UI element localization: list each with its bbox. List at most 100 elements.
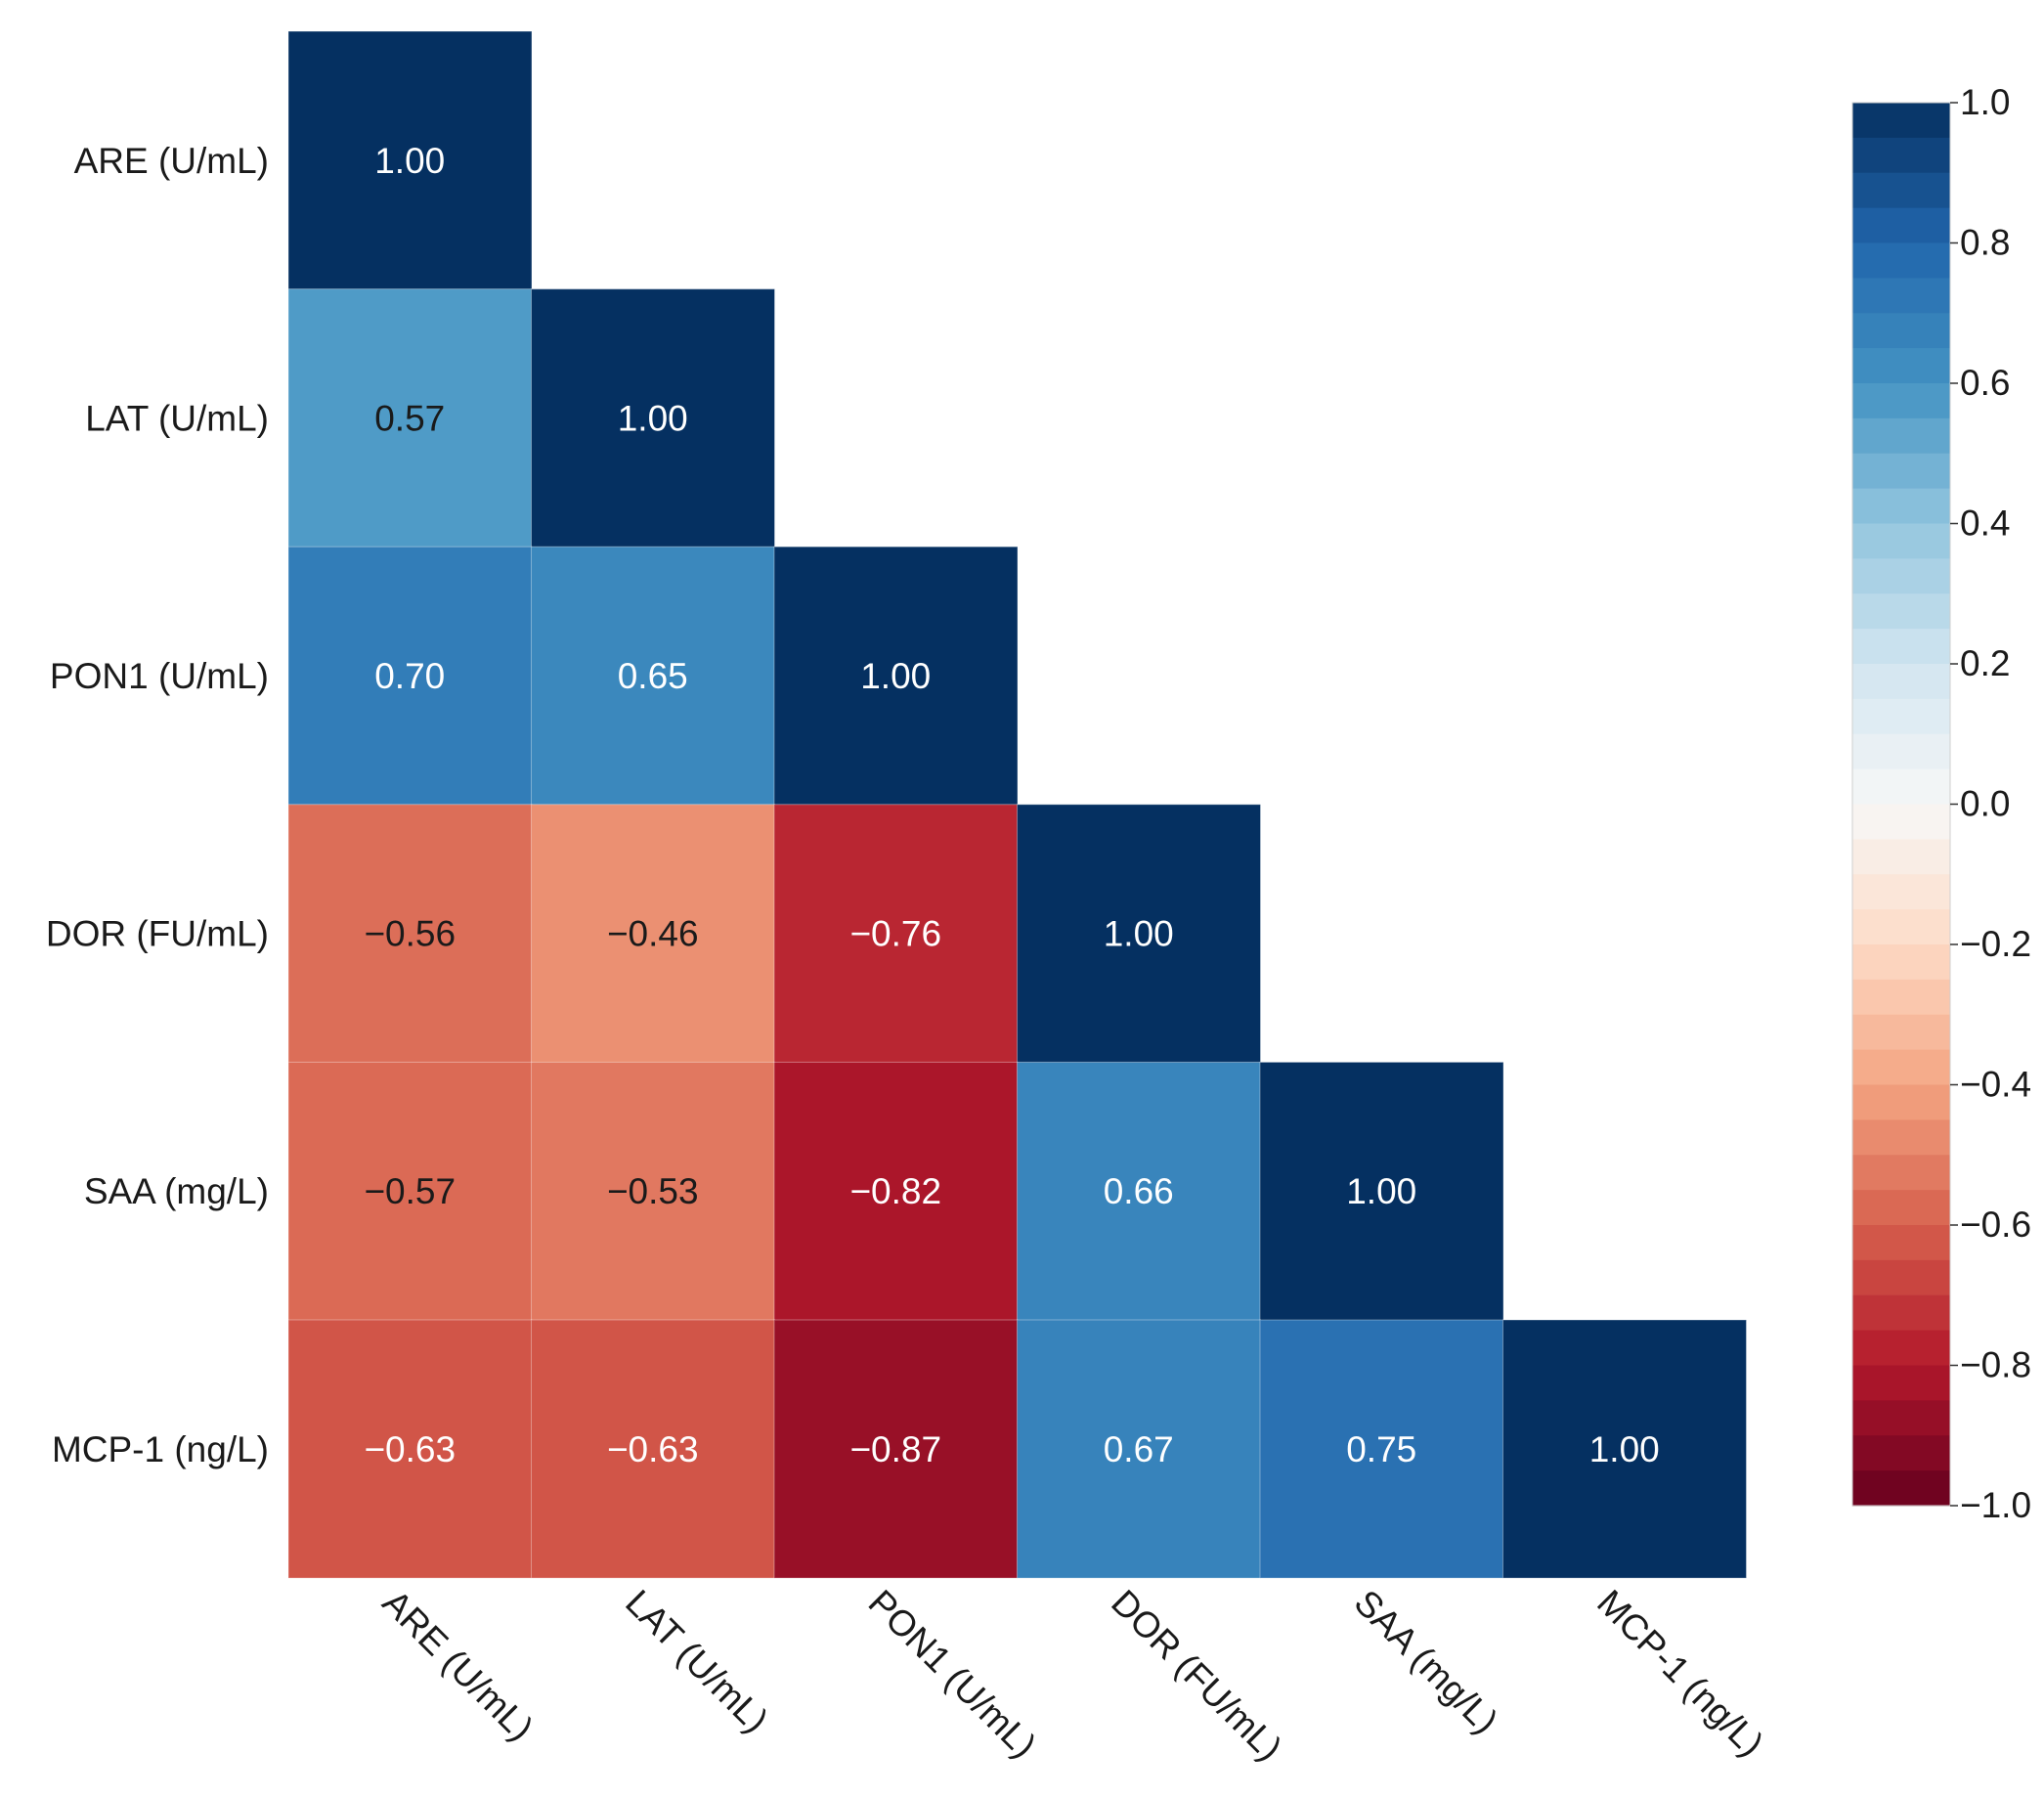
colorbar-band xyxy=(1852,172,1950,209)
colorbar-band xyxy=(1852,909,1950,945)
colorbar-band xyxy=(1852,733,1950,770)
cell-value-label: 0.66 xyxy=(1104,1171,1174,1211)
colorbar-band xyxy=(1852,1400,1950,1436)
cell-value-label: 0.70 xyxy=(374,656,445,696)
heatmap-cell xyxy=(773,1319,1019,1579)
colorbar-band xyxy=(1852,944,1950,981)
cell-value-label: 0.65 xyxy=(618,656,688,696)
colorbar-band xyxy=(1852,629,1950,665)
colorbar-tick-label: 0.0 xyxy=(1960,784,2010,824)
y-tick-label: SAA (mg/L) xyxy=(84,1171,269,1211)
colorbar-band xyxy=(1852,103,1950,139)
cell-value-label: −0.76 xyxy=(849,914,941,954)
heatmap-cell xyxy=(531,546,775,806)
x-tick-label: SAA (mg/L) xyxy=(1347,1582,1506,1741)
heatmap-cell xyxy=(1259,1319,1504,1579)
y-tick-label: DOR (FU/mL) xyxy=(46,914,269,954)
colorbar-band xyxy=(1852,278,1950,314)
heatmap-cell xyxy=(287,288,533,548)
heatmap-cell xyxy=(287,804,533,1064)
cell-value-label: −0.63 xyxy=(607,1429,699,1469)
colorbar-band xyxy=(1852,1470,1950,1507)
heatmap-cell xyxy=(287,30,533,290)
colorbar-band xyxy=(1852,1330,1950,1367)
colorbar-tick-label: −1.0 xyxy=(1960,1485,2031,1525)
y-axis-labels: ARE (U/mL) LAT (U/mL) PON1 (U/mL) DOR (FU/m… xyxy=(46,141,269,1469)
colorbar-band xyxy=(1852,1435,1950,1471)
cell-value-label: 0.57 xyxy=(374,398,445,438)
y-tick-label: ARE (U/mL) xyxy=(74,141,269,181)
colorbar-tick-label: −0.8 xyxy=(1960,1345,2031,1385)
colorbar-tick-label: −0.2 xyxy=(1960,924,2031,964)
heatmap-cell xyxy=(773,546,1019,806)
cell-value-label: −0.87 xyxy=(849,1429,941,1469)
heatmap-cell xyxy=(531,1319,775,1579)
colorbar-band xyxy=(1852,137,1950,174)
colorbar-band xyxy=(1852,348,1950,384)
x-tick-label: DOR (FU/mL) xyxy=(1104,1582,1289,1768)
colorbar-band xyxy=(1852,1155,1950,1191)
colorbar-band xyxy=(1852,1190,1950,1226)
heatmap-cell xyxy=(531,288,775,548)
cell-value-label: 0.67 xyxy=(1104,1429,1174,1469)
colorbar-band xyxy=(1852,453,1950,490)
heatmap-cell xyxy=(1017,1319,1261,1579)
colorbar-band xyxy=(1852,768,1950,806)
colorbar: 1.0 0.8 0.6 0.4 0.2 0.0 −0.2 −0.4 −0.6 −0.8 −1.0 xyxy=(1851,82,2031,1525)
heatmap-cell xyxy=(531,1061,775,1322)
heatmap-cells: 1.00 0.57 1.00 0.70 0.65 1.00 −0.56 −0.46 −0.76 1… xyxy=(287,30,1747,1579)
x-tick-label: MCP-1 (ng/L) xyxy=(1589,1582,1771,1764)
colorbar-band xyxy=(1852,242,1950,279)
colorbar-band xyxy=(1852,383,1950,419)
colorbar-band xyxy=(1852,1294,1950,1332)
colorbar-band xyxy=(1852,839,1950,875)
colorbar-tick-label: −0.6 xyxy=(1960,1205,2031,1245)
colorbar-band xyxy=(1852,664,1950,700)
heatmap-cell xyxy=(773,1061,1019,1322)
colorbar-tick-label: −0.4 xyxy=(1960,1065,2031,1105)
colorbar-tick-label: 0.6 xyxy=(1960,363,2010,403)
cell-value-label: −0.53 xyxy=(607,1171,699,1211)
cell-value-label: 1.00 xyxy=(1346,1171,1416,1211)
colorbar-tick-label: 0.8 xyxy=(1960,223,2010,263)
cell-value-label: 1.00 xyxy=(1104,914,1174,954)
heatmap-cell xyxy=(1259,1061,1504,1322)
colorbar-band xyxy=(1852,488,1950,525)
colorbar-band xyxy=(1852,1365,1950,1401)
x-tick-label: ARE (U/mL) xyxy=(375,1582,542,1748)
colorbar-band xyxy=(1852,417,1950,455)
cell-value-label: −0.57 xyxy=(364,1171,456,1211)
x-tick-label: LAT (U/mL) xyxy=(618,1582,776,1740)
x-axis-labels: ARE (U/mL) LAT (U/mL) PON1 (U/mL) DOR (FU/m… xyxy=(375,1582,1772,1768)
colorbar-band xyxy=(1852,1225,1950,1261)
colorbar-band xyxy=(1852,874,1950,910)
y-tick-label: PON1 (U/mL) xyxy=(50,656,269,696)
colorbar-band xyxy=(1852,207,1950,244)
heatmap-cell xyxy=(531,804,775,1064)
y-tick-label: LAT (U/mL) xyxy=(85,398,269,438)
colorbar-tick-label: 0.2 xyxy=(1960,643,2010,683)
colorbar-band xyxy=(1852,523,1950,559)
colorbar-tick-label: 1.0 xyxy=(1960,82,2010,122)
x-tick-label: PON1 (U/mL) xyxy=(861,1582,1044,1765)
colorbar-band xyxy=(1852,558,1950,594)
cell-value-label: 1.00 xyxy=(618,398,688,438)
colorbar-tick-label: 0.4 xyxy=(1960,504,2010,544)
colorbar-band xyxy=(1852,698,1950,735)
colorbar-band xyxy=(1852,593,1950,630)
colorbar-band xyxy=(1852,1259,1950,1296)
cell-value-label: 1.00 xyxy=(374,141,445,181)
heatmap-cell xyxy=(1502,1319,1747,1579)
y-tick-label: MCP-1 (ng/L) xyxy=(52,1429,269,1469)
heatmap-cell xyxy=(1017,804,1261,1064)
heatmap-cell xyxy=(1017,1061,1261,1322)
colorbar-band xyxy=(1852,1049,1950,1086)
colorbar-band xyxy=(1852,1119,1950,1156)
colorbar-band xyxy=(1852,1014,1950,1051)
cell-value-label: 1.00 xyxy=(1589,1429,1660,1469)
cell-value-label: −0.56 xyxy=(364,914,456,954)
cell-value-label: −0.46 xyxy=(607,914,699,954)
cell-value-label: −0.63 xyxy=(364,1429,456,1469)
colorbar-band xyxy=(1852,1084,1950,1120)
